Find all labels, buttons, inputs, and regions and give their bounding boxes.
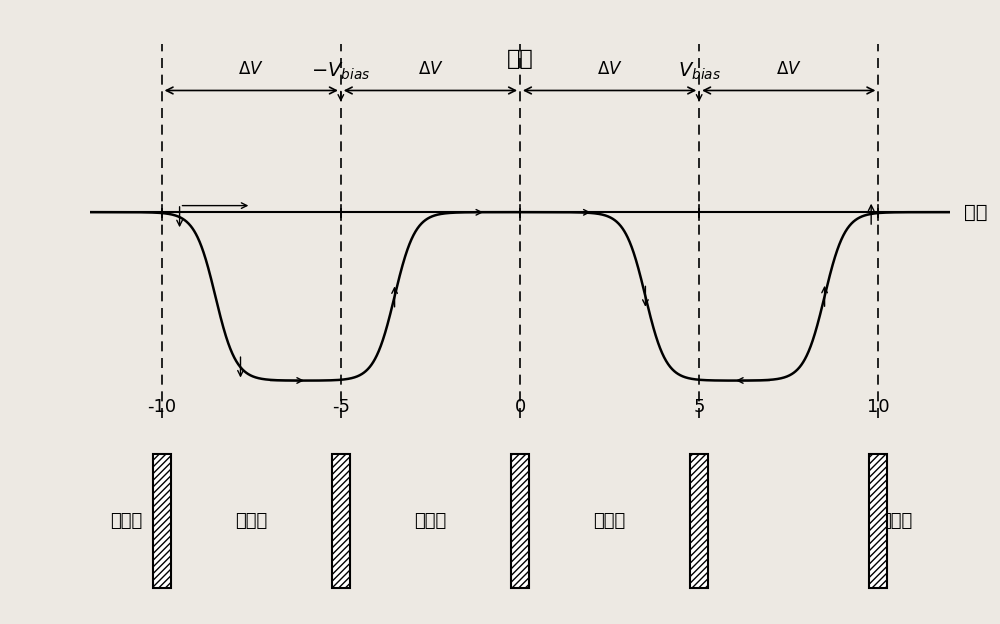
Text: $\Delta V$: $\Delta V$ xyxy=(238,61,264,79)
Bar xyxy=(153,454,171,588)
Text: $\Delta V$: $\Delta V$ xyxy=(418,61,443,79)
Text: -5: -5 xyxy=(332,398,350,416)
Text: $\Delta V$: $\Delta V$ xyxy=(776,61,802,79)
Text: 经激活: 经激活 xyxy=(880,512,912,530)
Bar xyxy=(332,454,350,588)
Text: 经松弛: 经松弛 xyxy=(414,512,447,530)
Text: 稳定窗: 稳定窗 xyxy=(593,512,626,530)
Text: $\Delta V$: $\Delta V$ xyxy=(597,61,622,79)
Text: 位置: 位置 xyxy=(507,49,533,69)
Text: -10: -10 xyxy=(147,398,176,416)
Bar xyxy=(690,454,708,588)
Text: 经激活: 经激活 xyxy=(110,512,142,530)
Text: 0: 0 xyxy=(514,398,526,416)
Text: 10: 10 xyxy=(867,398,890,416)
Text: 5: 5 xyxy=(693,398,705,416)
Text: 稳定窗: 稳定窗 xyxy=(235,512,267,530)
Bar xyxy=(511,454,529,588)
Text: 电压: 电压 xyxy=(964,203,988,222)
Text: $V_{bias}$: $V_{bias}$ xyxy=(678,61,721,82)
Bar xyxy=(869,454,887,588)
Text: $-V_{bias}$: $-V_{bias}$ xyxy=(311,61,370,82)
